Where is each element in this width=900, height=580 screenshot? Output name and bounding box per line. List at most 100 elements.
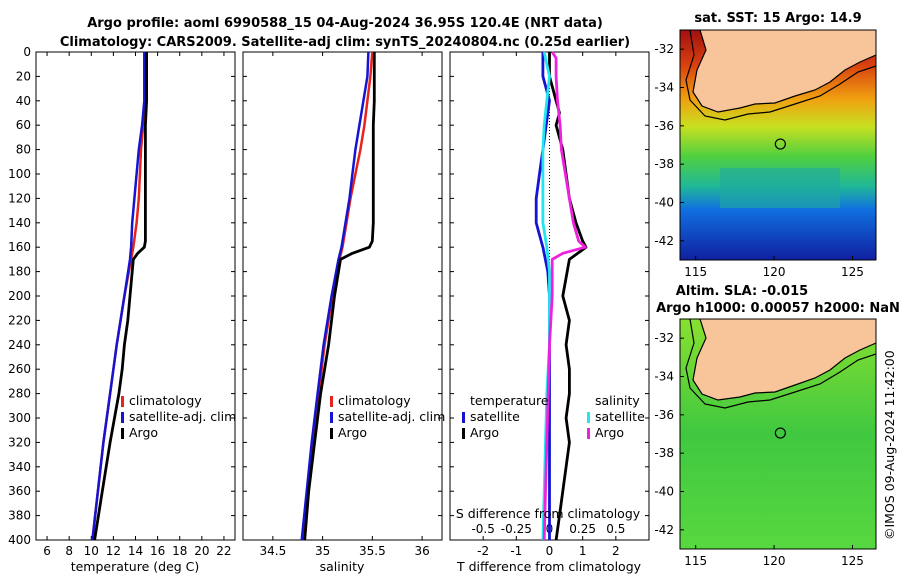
map-ytick-label: -38 — [654, 446, 674, 460]
salinity-legend: climatology satellite-adj. clim Argo — [330, 393, 445, 440]
top-xtick-label: -0.25 — [501, 522, 532, 536]
top-xtick-label: 0.25 — [569, 522, 596, 536]
sla-map-axes: 115 120 125 -32 -34 -36 -38 -40 -42 — [654, 331, 864, 568]
sst-cool-patch — [720, 168, 840, 208]
series-line-argo — [93, 52, 149, 541]
temperature-xlabel: temperature (deg C) — [71, 559, 200, 574]
sst-map-title: sat. SST: 15 Argo: 14.9 — [694, 11, 861, 26]
legend-swatch-s-argo — [587, 428, 590, 439]
xtick-label: 6 — [43, 544, 51, 558]
legend-label-t-satellite: satellite — [470, 409, 520, 424]
xtick-label: 10 — [84, 544, 99, 558]
depth-tick-label: 0 — [23, 45, 31, 59]
argo-position-marker — [774, 427, 786, 439]
legend-swatch-t-satellite — [462, 412, 465, 423]
map-ytick-label: -42 — [654, 234, 674, 248]
xtick-label: 18 — [172, 544, 187, 558]
sst-isobath — [685, 30, 876, 121]
legend-title-salinity: salinity — [595, 393, 640, 408]
legend-swatch-climatology — [330, 396, 333, 407]
map-ytick-label: -40 — [654, 196, 674, 210]
depth-tick-label: 40 — [16, 94, 31, 108]
legend-swatch-satellite — [121, 412, 124, 423]
map-xtick-label: 120 — [763, 554, 786, 568]
map-ytick-label: -42 — [654, 523, 674, 537]
sla-map-frame — [679, 318, 877, 550]
temperature-plot: 6 8 10 12 14 16 18 20 22 — [36, 51, 235, 558]
depth-tick-label: 200 — [8, 289, 31, 303]
map-xtick-label: 120 — [763, 265, 786, 279]
legend-label-climatology: climatology — [129, 393, 202, 408]
map-ytick-label: -34 — [654, 370, 674, 384]
map-ytick-label: -38 — [654, 157, 674, 171]
depth-tick-label: 240 — [8, 338, 31, 352]
legend-label-satellite: satellite-adj. clim — [338, 409, 445, 424]
xtick-label: -1 — [510, 544, 522, 558]
map-ytick-label: -36 — [654, 119, 674, 133]
depth-tick-label: 340 — [8, 460, 31, 474]
map-xtick-label: 125 — [841, 265, 864, 279]
xtick-label: -2 — [477, 544, 489, 558]
xtick-label: 14 — [128, 544, 143, 558]
sla-map-title-line1: Altim. SLA: -0.015 — [676, 284, 808, 299]
depth-tick-label: 220 — [8, 313, 31, 327]
depth-tick-label: 260 — [8, 362, 31, 376]
depth-tick-label: 280 — [8, 387, 31, 401]
legend-swatch-climatology — [121, 396, 124, 407]
legend-label-argo: Argo — [338, 425, 367, 440]
series-line-temperature-satellite — [534, 52, 551, 540]
series-line-satellite-adj-clim — [300, 51, 370, 541]
legend-swatch-s-satellite — [587, 412, 590, 423]
salinity-xlabel: salinity — [320, 559, 365, 574]
sla-map — [680, 319, 876, 549]
depth-tick-label: 160 — [8, 240, 31, 254]
legend-label-climatology: climatology — [338, 393, 411, 408]
series-line-satellite-adj-clim — [91, 52, 146, 541]
xtick-label: 8 — [65, 544, 73, 558]
salinity-panel-frame — [242, 51, 443, 541]
map-xtick-label: 125 — [841, 554, 864, 568]
legend-label-t-argo: Argo — [470, 425, 499, 440]
legend-title-temperature: temperature — [470, 393, 549, 408]
sla-isobath — [685, 319, 876, 409]
legend-label-s-argo: Argo — [595, 425, 624, 440]
figure-title-line2: Climatology: CARS2009. Satellite-adj cli… — [60, 35, 630, 50]
difference-top-xlabel: S difference from climatology — [456, 506, 641, 521]
depth-tick-label: 80 — [16, 143, 31, 157]
xtick-label: 22 — [216, 544, 231, 558]
map-ytick-label: -32 — [654, 42, 674, 56]
depth-tick-label: 60 — [16, 118, 31, 132]
temperature-legend: climatology satellite-adj. clim Argo — [121, 393, 236, 440]
top-xtick-label: 0.5 — [606, 522, 625, 536]
xtick-label: 1 — [579, 544, 587, 558]
depth-tick-label: 360 — [8, 484, 31, 498]
legend-swatch-argo — [330, 428, 333, 439]
imos-watermark: ©IMOS 09-Aug-2024 11:42:00 — [882, 350, 897, 540]
series-line-salinity-argo — [542, 51, 587, 541]
xtick-label: 35.5 — [359, 544, 386, 558]
depth-tick-label: 320 — [8, 435, 31, 449]
legend-label-s-satellite: satellite — [595, 409, 645, 424]
depth-tick-label: 120 — [8, 191, 31, 205]
depth-tick-label: 180 — [8, 265, 31, 279]
series-line-argo — [303, 52, 376, 541]
depth-axis: 0 20 40 60 80 100 120 140 160 180 200 220 240 260 280 3… — [8, 45, 31, 547]
argo-position-marker — [774, 138, 786, 150]
legend-label-argo: Argo — [129, 425, 158, 440]
xtick-label: 20 — [194, 544, 209, 558]
depth-tick-label: 400 — [8, 533, 31, 547]
depth-tick-label: 100 — [8, 167, 31, 181]
figure-title-line1: Argo profile: aoml 6990588_15 04-Aug-202… — [87, 16, 603, 31]
map-ytick-label: -34 — [654, 81, 674, 95]
depth-tick-label: 300 — [8, 411, 31, 425]
map-ytick-label: -32 — [654, 331, 674, 345]
xtick-label: 35 — [315, 544, 330, 558]
map-ytick-label: -36 — [654, 408, 674, 422]
sst-map-frame — [679, 29, 877, 261]
top-xtick-label: -0.5 — [471, 522, 494, 536]
xtick-label: 0 — [546, 544, 554, 558]
sla-land — [693, 319, 876, 400]
map-xtick-label: 115 — [684, 554, 707, 568]
series-line-temperature-argo — [548, 52, 588, 541]
